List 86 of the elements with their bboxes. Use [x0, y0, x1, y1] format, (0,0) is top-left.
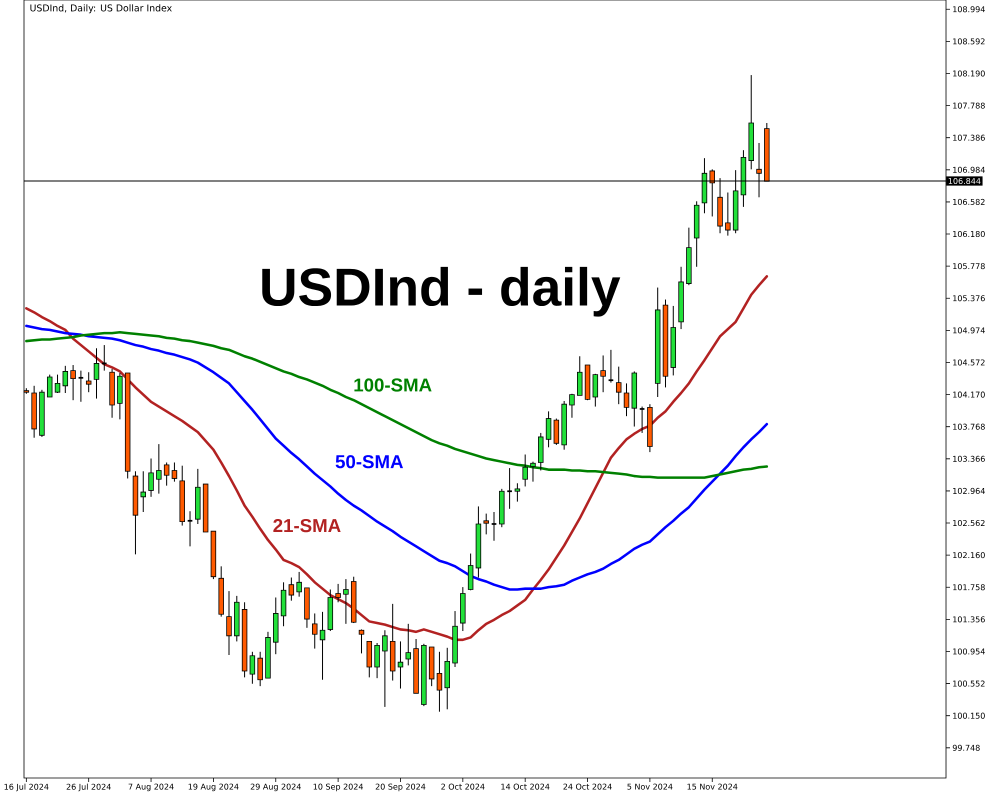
candlestick	[296, 571, 302, 598]
ref-line-label: 106.844	[948, 178, 980, 184]
candlestick	[164, 462, 170, 486]
candlestick	[616, 366, 622, 405]
y-tick-label: 100.954	[953, 648, 985, 654]
candlestick	[320, 611, 326, 680]
candlestick	[608, 349, 614, 384]
y-tick-label: 104.974	[953, 327, 985, 334]
candlestick	[172, 462, 178, 482]
candlestick	[406, 623, 412, 666]
candlestick	[101, 344, 108, 372]
y-tick-label: 101.758	[953, 584, 985, 590]
candlestick	[86, 372, 92, 393]
candlestick	[94, 348, 100, 400]
candlestick	[343, 578, 349, 624]
candlestick	[554, 418, 560, 446]
y-tick-label: 100.150	[953, 712, 985, 719]
y-tick-label: 105.376	[953, 295, 985, 302]
candlestick	[156, 444, 162, 494]
candlestick	[46, 374, 52, 398]
candlestick	[436, 651, 442, 712]
candlestick	[638, 406, 646, 434]
candlestick	[70, 364, 76, 401]
y-tick-label: 103.366	[953, 456, 985, 462]
candlestick	[592, 373, 598, 408]
series-label: 21-SMA	[273, 518, 341, 532]
y-tick-label: 107.788	[953, 102, 985, 109]
candlestick	[569, 393, 575, 418]
candlestick	[335, 583, 341, 603]
candlestick	[382, 630, 388, 708]
x-tick-label: 19 Aug 2024	[188, 784, 239, 792]
y-tick-label: 103.768	[953, 424, 985, 430]
y-tick-label: 101.356	[953, 616, 985, 622]
candlestick	[288, 577, 294, 602]
candlestick	[374, 642, 380, 679]
y-tick-label: 108.190	[953, 70, 985, 76]
y-tick-label: 102.160	[953, 552, 985, 558]
x-tick-label: 26 Jul 2024	[66, 784, 111, 792]
y-tick-label: 106.180	[953, 231, 985, 238]
candlestick	[468, 553, 474, 591]
candlestick	[186, 510, 194, 547]
x-tick-label: 16 Jul 2024	[4, 784, 49, 792]
x-tick-label: 24 Oct 2024	[563, 784, 612, 790]
y-tick-label: 100.552	[953, 680, 985, 687]
y-tick-label: 102.964	[953, 488, 985, 494]
x-tick-label: 20 Sep 2024	[376, 784, 426, 792]
candlestick	[514, 482, 520, 502]
candlestick	[546, 410, 552, 448]
candlestick	[140, 470, 146, 513]
y-tick-label: 106.582	[953, 198, 985, 205]
candlestick	[490, 512, 498, 542]
y-tick-label: 99.748	[952, 744, 980, 751]
candlestick	[312, 612, 318, 650]
candlestick	[483, 513, 489, 535]
candlestick	[725, 192, 731, 236]
x-tick-label: 2 Oct 2024	[441, 784, 485, 790]
y-tick-label: 107.386	[953, 134, 985, 141]
x-tick-label: 29 Aug 2024	[250, 784, 301, 792]
candlestick	[577, 356, 582, 396]
candlestick	[250, 651, 256, 684]
x-tick-label: 7 Aug 2024	[128, 784, 174, 792]
x-tick-label: 10 Sep 2024	[314, 784, 364, 792]
y-tick-label: 102.562	[953, 520, 985, 526]
series-label: 100-SMA	[354, 378, 432, 392]
candlestick	[54, 374, 60, 394]
candlestick	[148, 458, 154, 498]
candlestick	[257, 651, 263, 687]
y-tick-label: 104.170	[953, 392, 985, 398]
y-tick-label: 104.572	[953, 359, 985, 366]
candlestick	[624, 382, 630, 417]
y-tick-label: 105.778	[953, 263, 985, 270]
x-tick-label: 5 Nov 2024	[627, 784, 673, 790]
candlestick	[600, 354, 606, 393]
candlestick	[522, 454, 528, 487]
chart-subtitle: USDInd, Daily: US Dollar Index	[30, 4, 172, 14]
series-label: 50-SMA	[336, 455, 404, 468]
y-tick-label: 108.592	[953, 38, 985, 44]
candlestick	[62, 365, 68, 394]
y-tick-label: 106.984	[953, 166, 985, 173]
candlestick	[398, 640, 404, 690]
y-tick-label: 108.994	[953, 6, 985, 12]
text: USDInd - daily	[262, 266, 620, 317]
x-tick-label: 14 Oct 2024	[501, 784, 550, 790]
candlestick	[530, 461, 536, 482]
x-tick-label: 15 Nov 2024	[688, 784, 738, 790]
candlestick	[226, 590, 232, 656]
